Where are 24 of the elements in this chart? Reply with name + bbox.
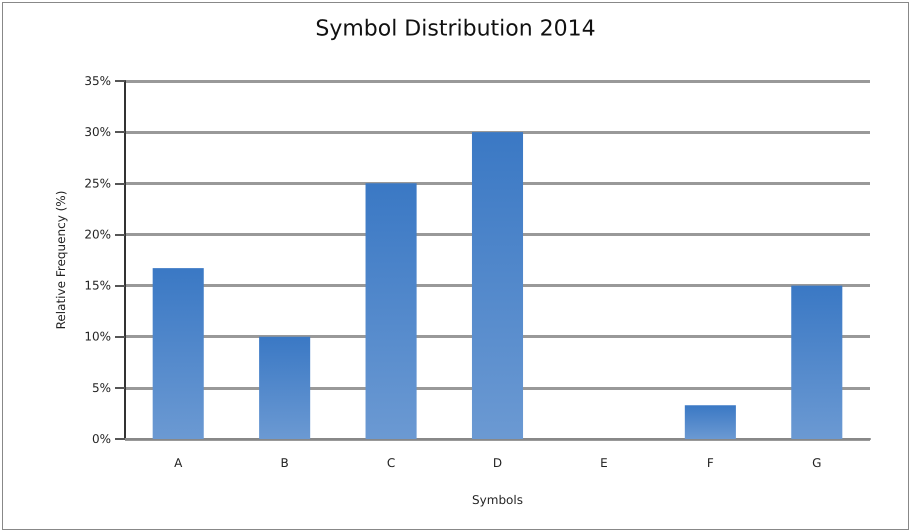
bar	[366, 183, 417, 439]
chart-title: Symbol Distribution 2014	[315, 16, 596, 42]
x-tick-label: F	[706, 456, 714, 470]
y-axis-title: Relative Frequency (%)	[54, 190, 68, 330]
bar	[684, 405, 736, 439]
bar	[472, 132, 524, 439]
y-tick-label: 5%	[92, 380, 111, 395]
y-tick-label: 0%	[92, 432, 111, 446]
x-axis-title: Symbols	[472, 493, 523, 507]
x-tick-label: D	[492, 456, 502, 470]
y-tick-label: 25%	[84, 176, 111, 190]
y-tick-label: 15%	[84, 278, 111, 293]
y-tick-label: 20%	[84, 227, 111, 242]
bar	[791, 286, 842, 439]
x-tick-label: A	[174, 456, 184, 470]
bar	[152, 268, 204, 439]
y-tick-label: 35%	[84, 74, 111, 88]
bar	[259, 336, 310, 439]
y-tick-label: 10%	[84, 330, 111, 344]
x-tick-label: C	[386, 456, 396, 470]
x-tick-label: G	[812, 456, 822, 470]
x-tick-label: B	[280, 456, 289, 470]
y-tick-label: 30%	[84, 125, 111, 140]
x-tick-label: E	[600, 456, 608, 470]
